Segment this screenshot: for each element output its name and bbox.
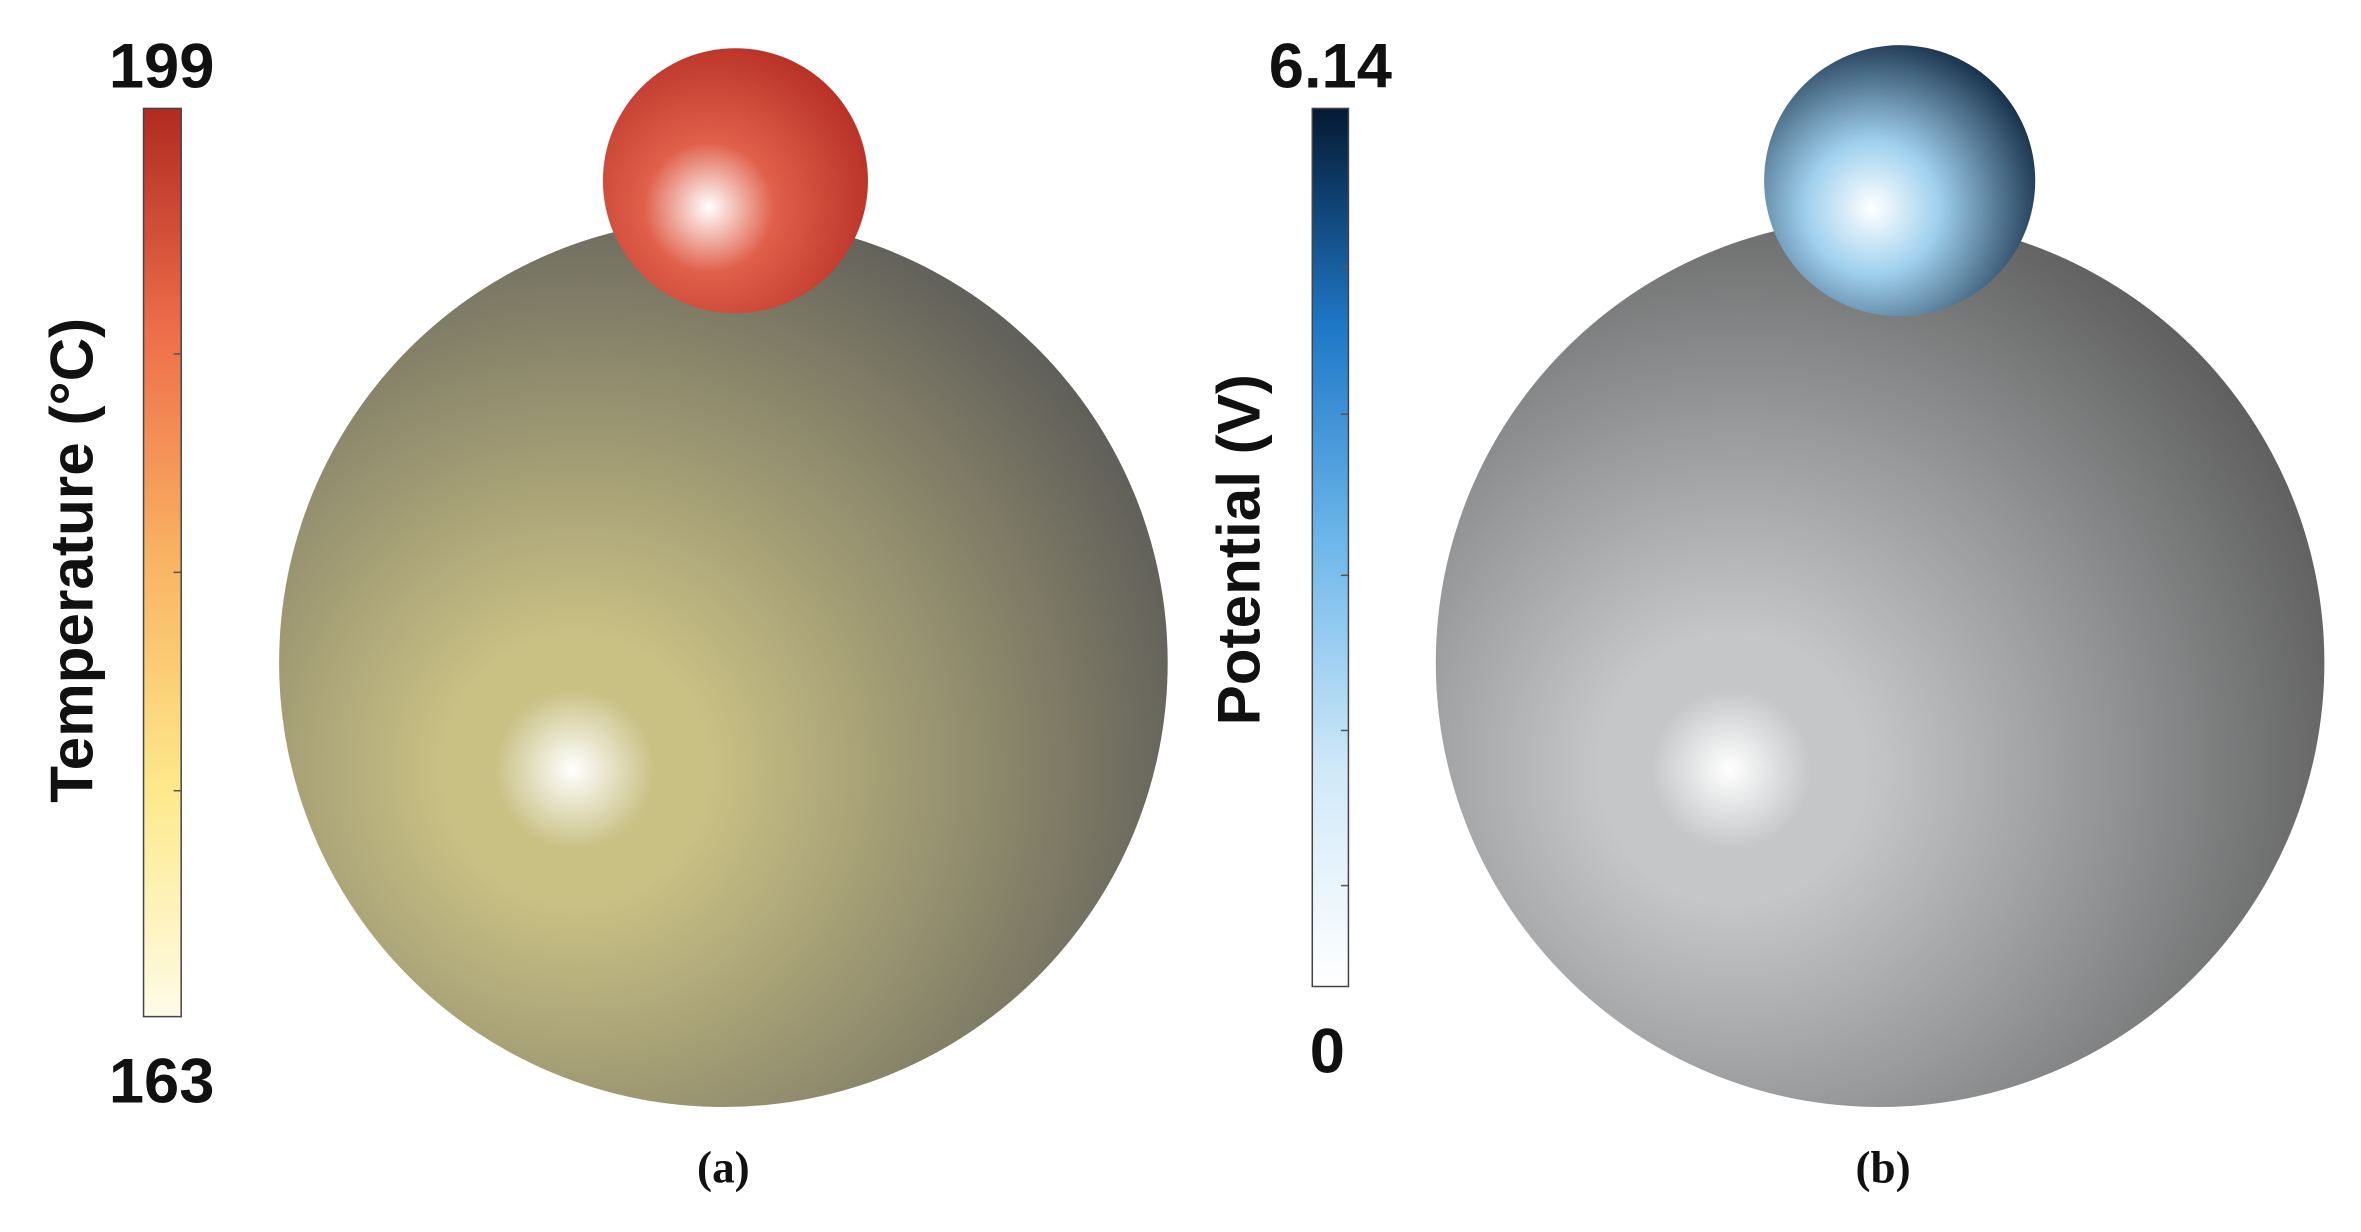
cap-sphere (1764, 45, 2036, 317)
colorbar-title: Temperature (°C) (37, 318, 105, 803)
panel-b: 6.14 0 Potential (V) (b) (1205, 31, 2325, 1192)
colorbar-max: 6.14 (1269, 31, 1392, 101)
colorbar-min: 0 (1310, 1016, 1345, 1086)
sphere (279, 218, 1168, 1107)
caption: (b) (1855, 1142, 1910, 1192)
caption: (a) (697, 1142, 750, 1192)
colorbar-min: 163 (109, 1046, 215, 1116)
colorbar-max: 199 (109, 31, 215, 101)
panel-a: 199 163 Temperature (°C) (a) (37, 31, 1168, 1192)
sphere (1435, 218, 2325, 1107)
colorbar (142, 107, 182, 1018)
colorbar-title: Potential (V) (1205, 374, 1273, 725)
cap-sphere (602, 48, 868, 314)
colorbar (1311, 107, 1350, 988)
